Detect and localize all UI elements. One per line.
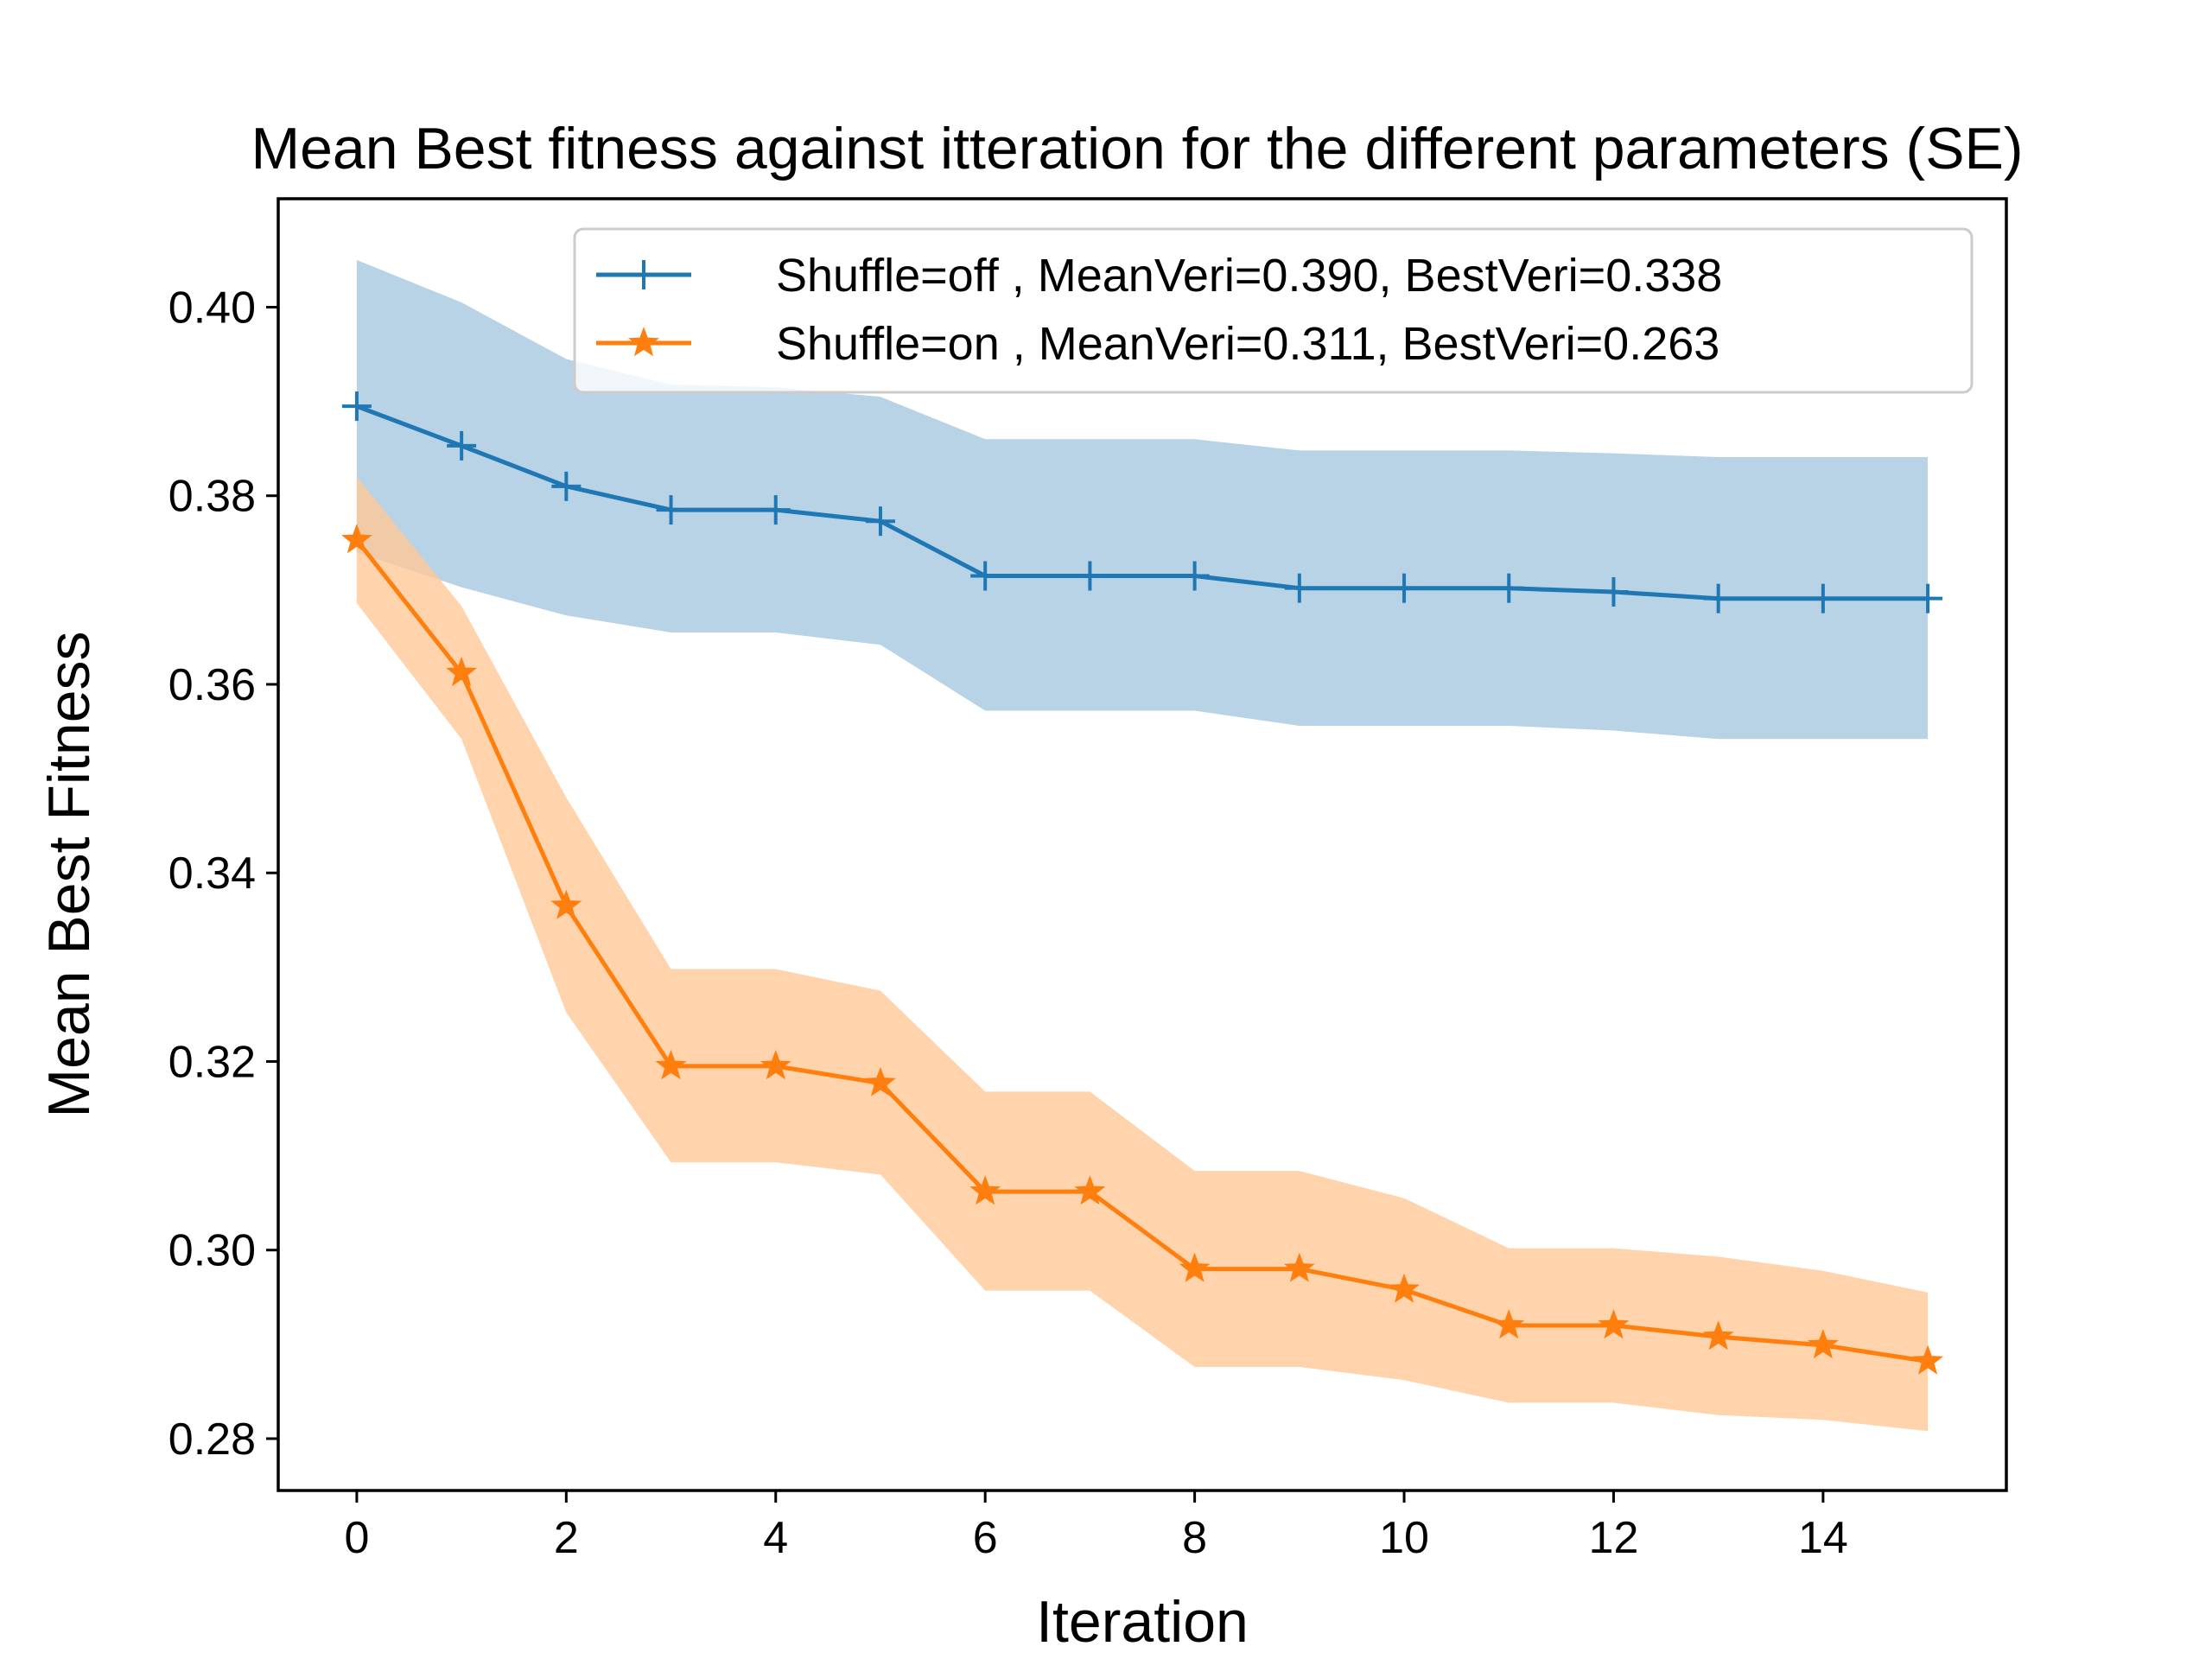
- data-point-2-10: [1389, 1273, 1420, 1303]
- x-tick-label: 4: [763, 1513, 788, 1563]
- data-point-2-11: [1493, 1309, 1525, 1339]
- y-tick-label: 0.28: [168, 1414, 256, 1465]
- legend-label: Shuffle=on , MeanVeri=0.311, BestVeri=0.…: [776, 318, 1719, 370]
- data-point-1-6: [970, 561, 1001, 591]
- data-point-1-10: [1389, 573, 1420, 603]
- x-tick-label: 14: [1798, 1513, 1848, 1563]
- data-point-1-1: [447, 430, 477, 461]
- y-tick-label: 0.38: [168, 472, 256, 522]
- data-point-1-8: [1179, 561, 1210, 591]
- series-line-1: [356, 404, 1929, 601]
- data-point-1-11: [1494, 573, 1524, 603]
- x-tick-label: 12: [1589, 1513, 1639, 1563]
- confidence-band-2: [356, 476, 1929, 1432]
- chart-title: Mean Best fitness against itteration for…: [251, 116, 2023, 181]
- data-point-1-13: [1703, 583, 1733, 613]
- data-point-1-4: [760, 495, 791, 525]
- confidence-bands: [356, 259, 1929, 1432]
- data-point-2-8: [1179, 1252, 1211, 1282]
- legend-marker: [628, 327, 659, 357]
- x-axis-label: Iteration: [1036, 1589, 1249, 1655]
- data-point-2-15: [1912, 1344, 1944, 1375]
- legend-box: [573, 227, 1974, 394]
- data-point-1-7: [1075, 561, 1105, 591]
- data-point-2-4: [760, 1050, 791, 1080]
- y-axis-ticks: 0.28 0.30 0.32 0.34 0.36 0.38 0.40: [168, 283, 278, 1465]
- plot-frame: [276, 197, 2008, 1492]
- y-tick-label: 0.32: [168, 1037, 256, 1087]
- data-point-2-6: [969, 1175, 1001, 1205]
- legend-label: Shuffle=off , MeanVeri=0.390, BestVeri=0…: [776, 250, 1722, 302]
- y-axis-label: Mean Best Fitness: [36, 631, 102, 1117]
- x-tick-label: 2: [554, 1513, 579, 1563]
- series-lines: [354, 404, 1929, 1363]
- data-point-1-14: [1808, 583, 1838, 613]
- y-tick-label: 0.30: [168, 1226, 256, 1276]
- x-tick-label: 10: [1379, 1513, 1429, 1563]
- data-point-2-0: [340, 524, 372, 554]
- y-tick-label: 0.36: [168, 660, 256, 710]
- x-tick-label: 0: [344, 1513, 369, 1563]
- confidence-band-1: [356, 259, 1929, 740]
- legend-marker: [629, 260, 658, 289]
- x-tick-label: 8: [1182, 1513, 1207, 1563]
- data-point-2-5: [865, 1066, 896, 1096]
- data-point-1-15: [1913, 583, 1943, 613]
- y-tick-label: 0.34: [168, 849, 256, 899]
- x-axis-ticks: 0 2 4 6 8 10 12 14: [344, 1491, 1848, 1563]
- data-point-1-2: [551, 471, 582, 501]
- series-line-2: [354, 538, 1929, 1363]
- data-point-1-3: [656, 495, 686, 525]
- data-point-2-3: [655, 1050, 687, 1080]
- data-point-2-7: [1074, 1175, 1106, 1205]
- data-point-1-12: [1599, 577, 1629, 607]
- data-point-2-12: [1598, 1309, 1630, 1339]
- data-point-1-0: [341, 391, 372, 422]
- data-point-2-13: [1702, 1320, 1734, 1351]
- x-tick-label: 6: [973, 1513, 998, 1563]
- data-point-2-2: [550, 889, 582, 919]
- y-tick-label: 0.40: [168, 283, 256, 333]
- legend: Shuffle=off , MeanVeri=0.390, BestVeri=0…: [573, 227, 1974, 394]
- data-point-1-5: [865, 506, 895, 537]
- data-point-2-14: [1807, 1329, 1839, 1359]
- data-point-1-9: [1284, 573, 1314, 603]
- series-markers: [340, 391, 1944, 1375]
- data-point-2-9: [1283, 1252, 1315, 1282]
- data-point-2-1: [446, 657, 478, 687]
